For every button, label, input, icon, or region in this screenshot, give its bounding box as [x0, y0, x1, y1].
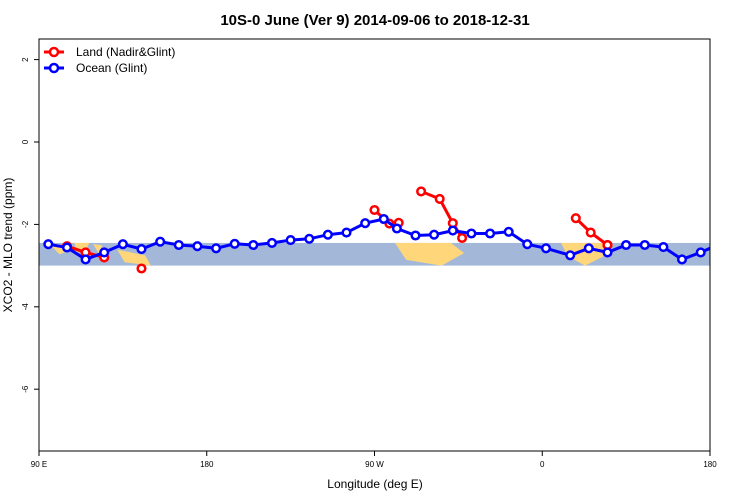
- data-point: [378, 213, 389, 225]
- land-sumatra-east: [719, 243, 740, 254]
- x-tick-label: 180: [703, 460, 717, 469]
- data-point: [585, 227, 596, 238]
- x-axis-label: Longitude (deg E): [327, 477, 422, 491]
- data-point: [391, 223, 402, 234]
- data-point: [266, 237, 278, 248]
- x-tick-label: 0: [540, 460, 545, 469]
- x-axis: 90 E 180 90 W 0 180: [31, 451, 717, 469]
- legend-ocean-label: Ocean (Glint): [76, 61, 147, 75]
- y-tick-label: 0: [21, 139, 30, 144]
- y-tick-label: -4: [21, 303, 30, 311]
- data-point: [416, 186, 427, 197]
- series-layer: [43, 186, 750, 274]
- data-point: [99, 247, 110, 258]
- data-point: [570, 213, 581, 224]
- legend-ocean-marker: [48, 62, 60, 74]
- land-south-america: [395, 242, 464, 266]
- data-point: [522, 239, 533, 250]
- data-point: [80, 254, 91, 265]
- data-point: [565, 250, 576, 261]
- data-point: [695, 247, 706, 258]
- y-tick-label: 2: [21, 57, 30, 62]
- data-point: [540, 243, 552, 254]
- x-tick-label: 180: [200, 460, 214, 469]
- chart-title: 10S-0 June (Ver 9) 2014-09-06 to 2018-12…: [220, 12, 529, 29]
- y-axis: 2 0 -2 -4 -6: [21, 57, 39, 393]
- data-point: [434, 193, 445, 204]
- land-shapes: [48, 242, 750, 266]
- land-borneo-east: [745, 243, 750, 252]
- data-point: [369, 204, 380, 216]
- data-point: [503, 226, 514, 237]
- data-point: [466, 228, 477, 239]
- data-point: [360, 218, 371, 229]
- data-point: [43, 239, 54, 250]
- data-point: [457, 232, 468, 244]
- data-point: [485, 228, 496, 239]
- data-point: [322, 229, 333, 240]
- data-point: [734, 245, 742, 253]
- data-point: [429, 229, 440, 240]
- series-1: [43, 213, 742, 265]
- legend: Land (Nadir&Glint) Ocean (Glint): [44, 45, 175, 75]
- data-point: [136, 263, 147, 274]
- data-point: [676, 254, 688, 265]
- data-point: [639, 239, 650, 251]
- data-point: [229, 238, 240, 249]
- data-point: [61, 242, 73, 253]
- data-point: [744, 249, 750, 257]
- data-point: [583, 243, 594, 254]
- land-sulawesi: [93, 244, 103, 254]
- data-point: [304, 233, 315, 244]
- x-tick-label: 90 E: [31, 460, 47, 469]
- data-point: [447, 225, 458, 236]
- x-tick-label: 90 W: [365, 460, 384, 469]
- data-point: [248, 239, 259, 251]
- series-line: [732, 246, 750, 257]
- legend-land-marker: [48, 46, 60, 58]
- land-new-guinea: [117, 249, 151, 266]
- data-point: [621, 239, 632, 251]
- data-point: [602, 247, 613, 258]
- data-point: [211, 243, 222, 254]
- data-point: [716, 240, 724, 248]
- data-point: [729, 242, 737, 250]
- y-tick-label: -2: [21, 220, 30, 228]
- data-point: [136, 244, 147, 255]
- y-tick-label: -6: [21, 385, 30, 393]
- data-point: [192, 241, 203, 252]
- y-axis-label: XCO2 - MLO trend (ppm): [1, 178, 15, 313]
- data-point: [285, 235, 296, 246]
- data-point: [410, 230, 421, 241]
- land-africa: [560, 242, 610, 266]
- data-point: [173, 239, 184, 251]
- data-point: [658, 242, 669, 253]
- legend-land-label: Land (Nadir&Glint): [76, 45, 175, 59]
- data-point: [341, 227, 352, 238]
- data-point: [155, 236, 166, 247]
- data-point: [117, 239, 128, 250]
